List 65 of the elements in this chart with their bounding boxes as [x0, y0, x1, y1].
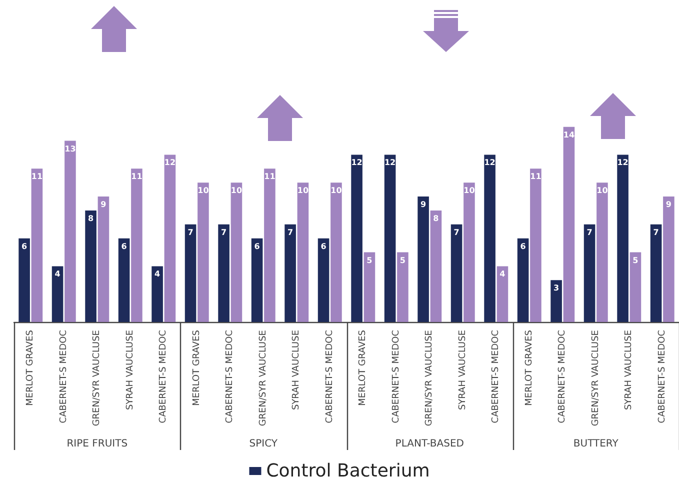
x-tick-label: SYRAH VAUCLUSE	[458, 330, 468, 410]
data-label: 5	[400, 256, 406, 265]
x-tick-label: CABERNET-S MEDOC	[225, 330, 236, 424]
data-label: 6	[121, 242, 128, 251]
data-label: 6	[320, 242, 327, 251]
x-tick-label: CABERNET-S MEDOC	[657, 330, 668, 424]
data-label: 3	[554, 284, 560, 293]
text: BUTTERY	[573, 438, 620, 450]
text: PLANT-BASED	[395, 438, 464, 450]
x-tick-label: GREN/SYR VAUCLUSE	[92, 330, 102, 426]
data-label: 10	[596, 186, 608, 196]
text: RIPE FRUITS	[66, 438, 128, 450]
x-tick-label: MERLOT GRAVES	[358, 330, 368, 406]
x-tick-label: CABERNET-S MEDOC	[58, 330, 69, 424]
x-tick-label: SYRAH VAUCLUSE	[292, 330, 302, 410]
data-label: 7	[586, 228, 592, 237]
data-label: 10	[330, 186, 342, 196]
data-label: 4	[154, 270, 161, 279]
x-tick-label: MERLOT GRAVES	[26, 330, 36, 406]
x-tick-label: SYRAH VAUCLUSE	[125, 330, 136, 410]
x-tick-label: MERLOT GRAVES	[192, 330, 202, 406]
data-label: 10	[198, 186, 210, 196]
data-label: 9	[420, 200, 427, 210]
data-label: 10	[230, 186, 242, 196]
x-tick-label: GREN/SYR VAUCLUSE	[590, 330, 601, 426]
x-tick-label: CABERNET-S MEDOC	[158, 330, 169, 424]
data-label: 7	[288, 228, 294, 237]
x-tick-label: GREN/SYR VAUCLUSE	[258, 330, 268, 426]
x-tick-label: CABERNET-S MEDOC	[558, 330, 568, 424]
data-label: 5	[632, 256, 639, 265]
x-tick-label: SYRAH VAUCLUSE	[624, 330, 634, 410]
data-label: 7	[221, 228, 227, 237]
data-label: 12	[164, 158, 176, 168]
legend-label: Control Bacterium	[266, 460, 430, 482]
data-label: 6	[254, 242, 260, 251]
data-label: 11	[31, 172, 43, 182]
data-label: 11	[131, 172, 143, 182]
data-label: 11	[264, 172, 276, 182]
x-tick-label: MERLOT GRAVES	[524, 330, 534, 406]
data-label: 12	[617, 158, 628, 168]
x-tick-label: CABERNET-S MEDOC	[491, 330, 502, 424]
data-label: 8	[88, 214, 94, 223]
data-label: 12	[351, 158, 362, 168]
text: SPICY	[249, 438, 278, 450]
data-label: 14	[563, 130, 575, 140]
x-tick-label: GREN/SYR VAUCLUSE	[424, 330, 435, 426]
data-label: 10	[464, 186, 476, 196]
data-label: 4	[54, 270, 61, 279]
data-label: 11	[530, 172, 542, 182]
data-label: 4	[500, 270, 506, 279]
data-label: 13	[64, 144, 76, 154]
data-label: 10	[297, 186, 309, 196]
data-label: 12	[484, 158, 496, 168]
data-label: 5	[366, 256, 373, 265]
data-label: 7	[188, 228, 194, 237]
data-label: 7	[653, 228, 659, 237]
data-label: 6	[520, 242, 526, 251]
x-tick-label: CABERNET-S MEDOC	[391, 330, 402, 424]
data-label: 6	[22, 242, 28, 251]
x-tick-label: CABERNET-S MEDOC	[324, 330, 335, 424]
data-label: 7	[454, 228, 460, 237]
data-label: 12	[384, 158, 396, 168]
data-label: 8	[433, 214, 440, 223]
data-label: 9	[100, 200, 107, 210]
data-label: 9	[666, 200, 672, 210]
